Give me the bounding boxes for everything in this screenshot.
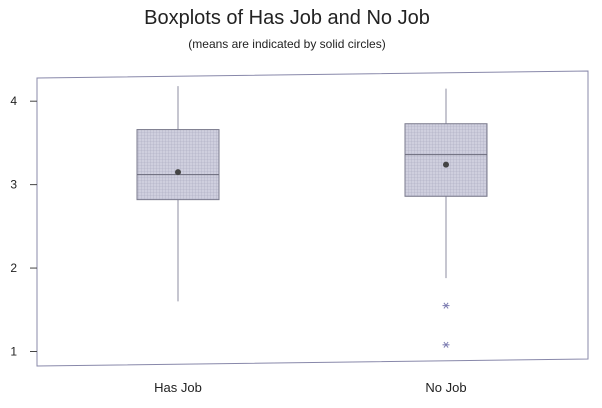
mean-point — [175, 169, 181, 176]
mean-point — [443, 161, 449, 168]
y-tick-label: 3 — [10, 178, 17, 192]
boxplot-series — [136, 86, 488, 348]
x-category-label: No Job — [425, 380, 466, 395]
y-tick-label: 2 — [10, 261, 17, 275]
chart-subtitle: (means are indicated by solid circles) — [188, 37, 385, 51]
boxplot-has-job — [136, 86, 220, 302]
y-axis: 1 2 3 4 — [10, 94, 37, 358]
boxplot-no-job — [404, 88, 488, 348]
plot-frame — [36, 70, 589, 367]
chart-title: Boxplots of Has Job and No Job — [144, 7, 430, 29]
y-tick-label: 1 — [10, 344, 17, 358]
box-iqr — [404, 123, 488, 197]
box-iqr — [136, 129, 220, 201]
outlier-point — [442, 341, 450, 348]
x-category-label: Has Job — [154, 380, 202, 395]
x-axis-labels: Has Job No Job — [154, 380, 466, 395]
outlier-point — [442, 302, 450, 309]
y-tick-label: 4 — [10, 94, 17, 108]
